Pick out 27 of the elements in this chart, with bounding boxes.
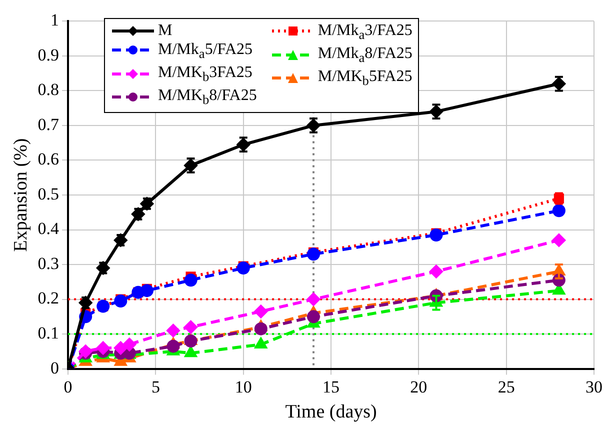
y-tick-label: 0.8: [38, 80, 60, 100]
legend-label: M/Mk$_{a}$8/FA25: [318, 45, 412, 66]
y-tick-label: 0.4: [38, 219, 60, 238]
y-tick-label: 0.7: [38, 114, 60, 134]
x-tick-label: 15: [322, 377, 340, 396]
y-tick-label: 0.2: [38, 288, 60, 308]
y-tick-label: 0.1: [38, 324, 60, 343]
y-tick-label: 0: [50, 358, 60, 378]
y-tick-label: 0.3: [38, 254, 60, 273]
x-axis-title: Time (days): [285, 402, 377, 423]
legend-label: M/MK$_{b}$5FA25: [318, 68, 412, 89]
legend-label: M: [158, 22, 172, 39]
y-axis-title: Expansion (%): [10, 138, 32, 252]
x-tick-label: 5: [151, 377, 160, 396]
legend-label: M/Mk$_{a}$5/FA25: [158, 41, 253, 62]
x-tick-label: 25: [498, 377, 515, 396]
y-tick-label: 0.5: [38, 184, 60, 204]
legend-label: M/Mk$_{a}$3/FA25: [318, 22, 412, 42]
x-tick-label: 30: [586, 377, 602, 396]
legend-label: M/MK$_{b}$8/FA25: [158, 87, 257, 108]
x-tick-label: 10: [234, 377, 252, 396]
y-tick-label: 0.9: [38, 45, 60, 64]
y-tick-label: 0.6: [38, 150, 60, 169]
legend-label: M/MK$_{b}$3FA25: [158, 64, 252, 84]
x-tick-label: 20: [410, 377, 428, 396]
x-tick-label: 0: [64, 377, 72, 396]
y-tick-label: 1: [50, 10, 60, 30]
